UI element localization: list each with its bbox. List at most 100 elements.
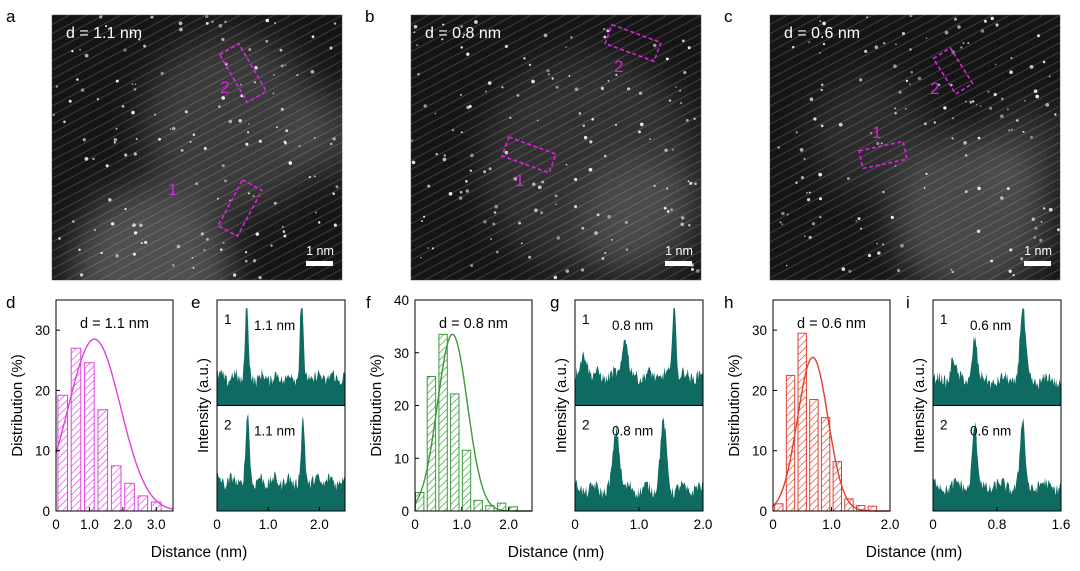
chart-panel-d: d 0 10 20 30 0 1.0 2.0 3.0 d = 1.1 nm Distribution… — [6, 293, 174, 532]
x-tick-label: 0.8 — [988, 517, 1007, 532]
y-tick-label: 10 — [752, 444, 767, 459]
image-spacing-label: d = 1.1 nm — [66, 25, 142, 42]
x-tick-label: 0 — [411, 517, 419, 532]
lattice-fringes — [770, 15, 1060, 280]
x-tick-label: 2.0 — [499, 517, 518, 532]
y-axis-label: Intensity (a.u.) — [195, 358, 212, 453]
roi-label-1: 1 — [872, 123, 881, 142]
y-tick-label: 20 — [752, 383, 767, 398]
histogram-bar — [124, 482, 135, 512]
y-axis-label: Distribution (%) — [726, 354, 743, 457]
panel-letter-h: h — [724, 293, 733, 312]
x-tick-label: 1.0 — [822, 517, 841, 532]
lattice-fringes — [52, 15, 342, 280]
chart-title: d = 1.1 nm — [80, 316, 149, 332]
histogram-bar — [137, 495, 149, 512]
profile-tag: 2 — [224, 418, 232, 433]
gaussian-fit-line — [55, 338, 174, 510]
single-atoms — [777, 15, 1060, 277]
y-tick-label: 0 — [42, 504, 50, 519]
roi-box-2 — [932, 46, 974, 96]
lattice-fringes — [411, 15, 701, 280]
intensity-profile-1 — [575, 308, 703, 406]
panel-letter-e: e — [191, 293, 200, 312]
spacing-annotation: 0.8 nm — [612, 424, 653, 439]
y-axis-label: Distribution (%) — [9, 354, 26, 457]
histogram-bar — [473, 499, 483, 512]
x-tick-label: 0 — [571, 517, 579, 532]
profile-tag: 2 — [582, 418, 590, 433]
y-tick-label: 40 — [394, 293, 409, 308]
x-tick-label: 0 — [52, 517, 60, 532]
roi-label-2: 2 — [930, 79, 939, 98]
roi-box-1 — [858, 140, 908, 170]
panel-letter-g: g — [550, 293, 559, 312]
x-tick-label: 1.0 — [630, 517, 649, 532]
chart-panel-g: g 1 0.8 nm 2 0.8 nm 0 1.0 2.0 Intensity (a.u.) — [550, 293, 712, 532]
scale-bar-label: 1 nm — [306, 244, 334, 258]
image-spacing-label: d = 0.6 nm — [784, 25, 860, 42]
x-tick-label: 2.0 — [694, 517, 713, 532]
x-tick-label: 2.0 — [310, 517, 329, 532]
y-tick-label: 30 — [35, 323, 50, 338]
spacing-annotation: 1.1 nm — [254, 424, 295, 439]
profile-tag: 2 — [940, 418, 948, 433]
y-tick-label: 20 — [35, 383, 50, 398]
y-tick-label: 0 — [401, 504, 409, 519]
histogram-bar — [57, 394, 69, 512]
roi-box-1 — [216, 178, 264, 238]
y-tick-label: 0 — [759, 504, 767, 519]
scale-bar — [665, 261, 692, 266]
chart-panel-e: e 1 1.1 nm 2 1.1 nm 0 1.0 2.0 Intensity (a.u.) — [191, 293, 346, 532]
intensity-profile-2 — [575, 416, 703, 511]
panel-letter-a: a — [6, 7, 16, 26]
roi-box-2 — [218, 42, 268, 104]
y-tick-label: 10 — [394, 451, 409, 466]
histogram-bar — [809, 399, 819, 512]
profile-tag: 1 — [940, 312, 948, 327]
roi-label-2: 2 — [220, 78, 229, 97]
histogram-bar — [438, 333, 448, 512]
y-tick-label: 30 — [752, 323, 767, 338]
chart-title: d = 0.6 nm — [797, 316, 866, 332]
intensity-profile-2 — [217, 413, 345, 511]
intensity-profile-1 — [933, 308, 1061, 406]
stem-image-b: 1 2 d = 0.8 nm 1 nm — [410, 14, 702, 281]
x-tick-label: 2.0 — [113, 517, 132, 532]
x-tick-label: 1.0 — [80, 517, 99, 532]
intensity-profile-2 — [933, 418, 1061, 511]
y-tick-label: 10 — [35, 444, 50, 459]
y-tick-label: 30 — [394, 346, 409, 361]
spacing-annotation: 0.6 nm — [970, 318, 1011, 333]
x-tick-label: 1.0 — [259, 517, 278, 532]
histogram-bar — [450, 393, 460, 512]
histogram-bar — [820, 417, 831, 512]
spacing-annotation: 1.1 nm — [254, 318, 295, 333]
histogram-bar — [70, 347, 82, 512]
x-tick-label: 0 — [213, 517, 221, 532]
x-axis-label: Distance (nm) — [508, 544, 604, 561]
chart-panel-i: i 1 0.6 nm 2 0.6 nm 0 0.8 1.6 Intensity (a.u.) — [906, 293, 1070, 532]
x-tick-label: 0 — [769, 517, 777, 532]
single-atoms — [411, 20, 700, 280]
roi-label-2: 2 — [614, 57, 623, 76]
chart-panel-h: h 0 10 20 30 0 1.0 2.0 d = 0.6 nm Distribution (%… — [724, 293, 899, 532]
histogram-bar — [461, 449, 472, 512]
histogram-bar — [110, 465, 122, 512]
panel-letter-d: d — [6, 293, 15, 312]
y-tick-label: 20 — [394, 399, 409, 414]
single-atoms — [52, 15, 339, 280]
panel-letter-b: b — [365, 7, 374, 26]
spacing-annotation: 0.6 nm — [970, 424, 1011, 439]
roi-label-1: 1 — [168, 180, 177, 199]
panel-letter-i: i — [906, 293, 910, 312]
y-axis-label: Intensity (a.u.) — [553, 358, 570, 453]
profile-tag: 1 — [224, 312, 232, 327]
profile-tag: 1 — [582, 312, 590, 327]
intensity-profile-1 — [217, 308, 345, 406]
axes-frame — [55, 299, 174, 512]
x-tick-label: 1.0 — [452, 517, 471, 532]
x-axis-label: Distance (nm) — [151, 544, 247, 561]
scale-bar-label: 1 nm — [1024, 244, 1052, 258]
